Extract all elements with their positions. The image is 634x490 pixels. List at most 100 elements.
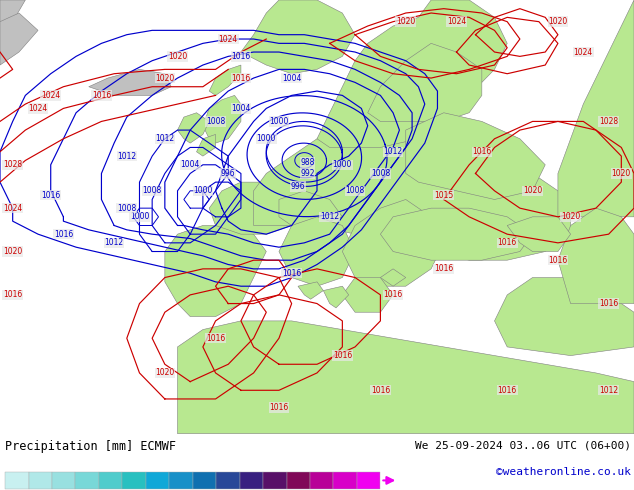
- Text: 1016: 1016: [599, 299, 618, 308]
- Polygon shape: [165, 225, 266, 317]
- Text: 1020: 1020: [396, 17, 415, 26]
- Text: 1016: 1016: [282, 269, 301, 278]
- Polygon shape: [279, 191, 342, 225]
- Polygon shape: [558, 208, 634, 304]
- Text: 1016: 1016: [269, 403, 288, 412]
- Text: 1020: 1020: [561, 212, 580, 221]
- Text: 1008: 1008: [346, 186, 365, 196]
- Text: 1016: 1016: [472, 147, 491, 156]
- Bar: [357, 472, 380, 489]
- Polygon shape: [380, 269, 406, 286]
- Bar: [29, 472, 52, 489]
- Text: 1000: 1000: [269, 117, 288, 126]
- Bar: [310, 472, 333, 489]
- Text: 1016: 1016: [498, 386, 517, 395]
- Polygon shape: [342, 199, 444, 286]
- Polygon shape: [0, 0, 25, 35]
- Text: 1016: 1016: [333, 351, 352, 360]
- Text: 996: 996: [221, 169, 236, 178]
- Text: 1024: 1024: [219, 34, 238, 44]
- Text: 1016: 1016: [41, 191, 60, 199]
- Bar: [169, 472, 193, 489]
- Text: 1015: 1015: [434, 191, 453, 199]
- Text: 1012: 1012: [384, 147, 403, 156]
- Text: Precipitation [mm] ECMWF: Precipitation [mm] ECMWF: [5, 441, 176, 453]
- Polygon shape: [342, 277, 393, 312]
- Polygon shape: [241, 0, 355, 74]
- Bar: [146, 472, 169, 489]
- Text: 1024: 1024: [3, 204, 22, 213]
- Bar: [287, 472, 310, 489]
- Text: 1016: 1016: [498, 238, 517, 247]
- Text: 996: 996: [290, 182, 306, 191]
- Text: 1028: 1028: [3, 160, 22, 169]
- Bar: [193, 472, 216, 489]
- Polygon shape: [406, 113, 545, 199]
- Polygon shape: [558, 0, 634, 217]
- Polygon shape: [197, 134, 216, 156]
- Text: ©weatheronline.co.uk: ©weatheronline.co.uk: [496, 467, 631, 477]
- Polygon shape: [279, 217, 355, 286]
- Text: 1008: 1008: [143, 186, 162, 196]
- Bar: [99, 472, 122, 489]
- Text: 1016: 1016: [434, 265, 453, 273]
- Text: 1020: 1020: [523, 186, 542, 196]
- Text: 1024: 1024: [29, 104, 48, 113]
- Polygon shape: [507, 217, 571, 251]
- Polygon shape: [495, 277, 634, 356]
- Polygon shape: [317, 0, 507, 147]
- Polygon shape: [89, 70, 171, 96]
- Text: 1000: 1000: [130, 212, 149, 221]
- Bar: [122, 472, 146, 489]
- Polygon shape: [254, 113, 571, 260]
- Bar: [333, 472, 357, 489]
- Polygon shape: [209, 182, 304, 234]
- Polygon shape: [0, 13, 38, 65]
- Text: 1012: 1012: [320, 212, 339, 221]
- Polygon shape: [209, 65, 241, 96]
- Text: 1024: 1024: [574, 48, 593, 56]
- Polygon shape: [323, 286, 349, 308]
- Text: 1016: 1016: [3, 291, 22, 299]
- Text: 1016: 1016: [206, 334, 225, 343]
- Text: 1016: 1016: [371, 386, 390, 395]
- Text: 1016: 1016: [231, 74, 250, 82]
- Text: 1016: 1016: [231, 52, 250, 61]
- Polygon shape: [203, 96, 241, 143]
- Text: 1004: 1004: [282, 74, 301, 82]
- Text: 1004: 1004: [181, 160, 200, 169]
- Bar: [5, 472, 29, 489]
- Text: 1000: 1000: [333, 160, 352, 169]
- Text: 988: 988: [301, 158, 314, 167]
- Text: 1016: 1016: [548, 256, 567, 265]
- Bar: [75, 472, 99, 489]
- Text: 1020: 1020: [155, 368, 174, 377]
- Bar: [216, 472, 240, 489]
- Text: 1016: 1016: [92, 91, 111, 100]
- Text: 1020: 1020: [155, 74, 174, 82]
- Text: 1008: 1008: [206, 117, 225, 126]
- Text: 1024: 1024: [447, 17, 466, 26]
- Text: 1020: 1020: [3, 247, 22, 256]
- Text: 1008: 1008: [117, 204, 136, 213]
- Text: 1012: 1012: [117, 151, 136, 161]
- Text: 1012: 1012: [105, 238, 124, 247]
- Text: 1028: 1028: [599, 117, 618, 126]
- Polygon shape: [178, 321, 634, 434]
- Polygon shape: [368, 44, 482, 122]
- Text: 1020: 1020: [168, 52, 187, 61]
- Text: 1000: 1000: [257, 134, 276, 143]
- Text: 1020: 1020: [612, 169, 631, 178]
- Polygon shape: [178, 113, 209, 143]
- Text: We 25-09-2024 03..06 UTC (06+00): We 25-09-2024 03..06 UTC (06+00): [415, 441, 631, 450]
- Text: 1000: 1000: [193, 186, 212, 196]
- Text: 1020: 1020: [548, 17, 567, 26]
- Bar: [263, 472, 287, 489]
- Text: 1004: 1004: [231, 104, 250, 113]
- Text: 1016: 1016: [54, 230, 73, 239]
- Text: 1016: 1016: [384, 291, 403, 299]
- Polygon shape: [380, 208, 533, 260]
- Bar: [52, 472, 75, 489]
- Bar: [240, 472, 263, 489]
- Text: 1012: 1012: [599, 386, 618, 395]
